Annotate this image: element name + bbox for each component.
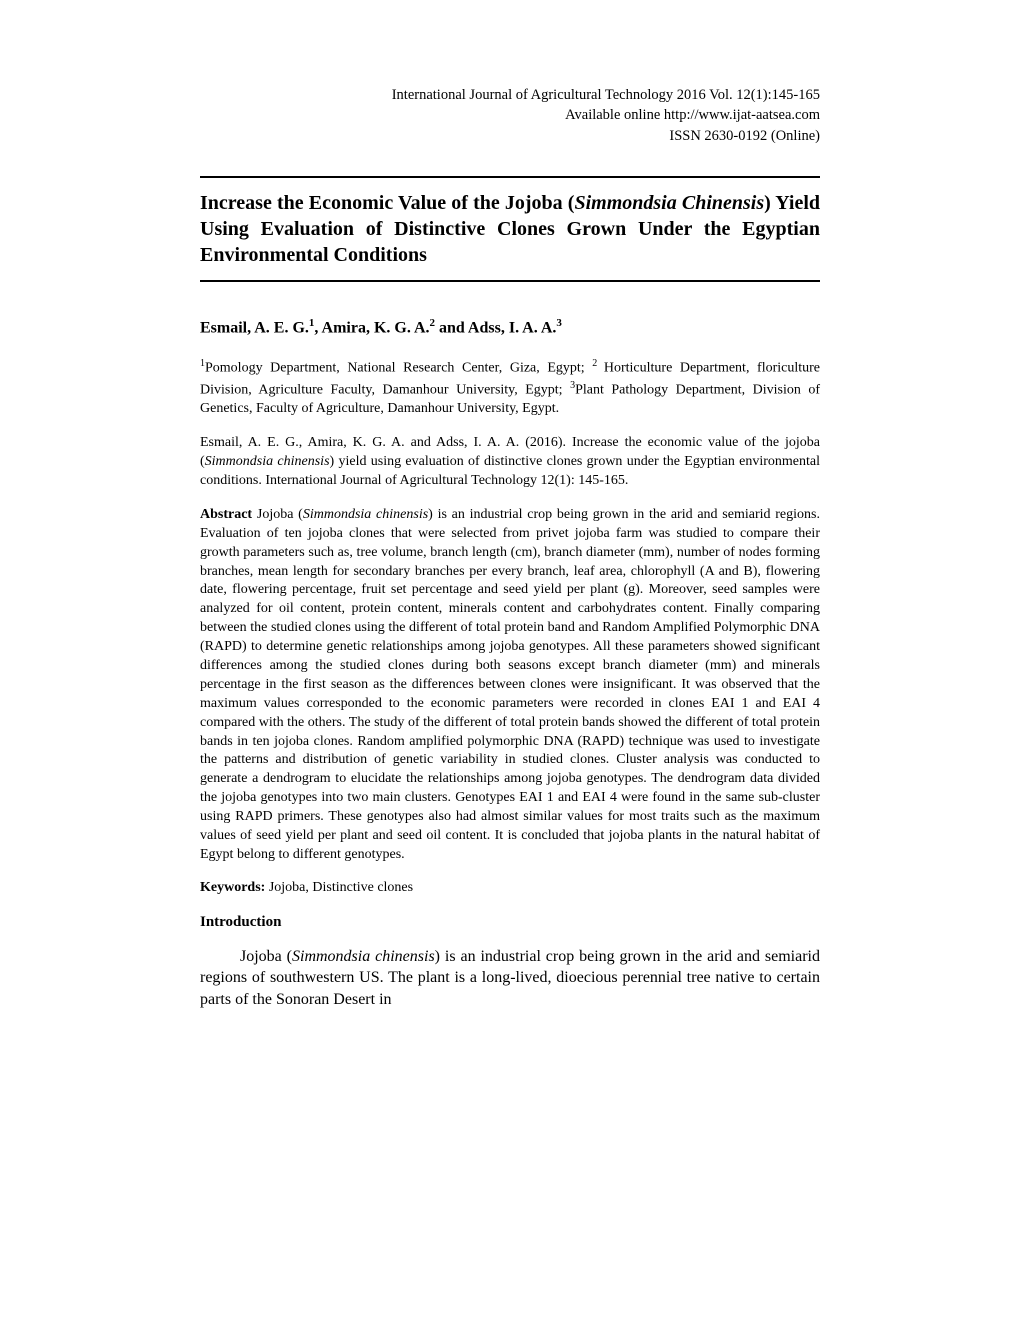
introduction-body: Jojoba (Simmondsia chinensis) is an indu… xyxy=(200,946,820,1011)
author-1: Esmail, A. E. G. xyxy=(200,319,309,336)
citation-italic: Simmondsia chinensis xyxy=(205,454,330,469)
keywords-text: Jojoba, Distinctive clones xyxy=(265,880,413,895)
introduction-heading: Introduction xyxy=(200,914,820,931)
abstract-text2: ) is an industrial crop being grown in t… xyxy=(200,507,820,862)
article-title: Increase the Economic Value of the Jojob… xyxy=(200,190,820,268)
journal-online: Available online http://www.ijat-aatsea.… xyxy=(200,105,820,125)
title-section: Increase the Economic Value of the Jojob… xyxy=(200,176,820,282)
journal-header: International Journal of Agricultural Te… xyxy=(200,85,820,146)
journal-issn: ISSN 2630-0192 (Online) xyxy=(200,126,820,146)
affil-sup-2: 2 xyxy=(592,358,604,369)
author-sup-3: 3 xyxy=(556,317,562,329)
abstract-text1: Jojoba ( xyxy=(252,507,303,522)
intro-italic: Simmondsia chinensis xyxy=(292,948,435,965)
abstract-italic1: Simmondsia chinensis xyxy=(303,507,428,522)
journal-name: International Journal of Agricultural Te… xyxy=(200,85,820,105)
affil-1: Pomology Department, National Research C… xyxy=(205,361,592,376)
author-3: and Adss, I. A. A. xyxy=(435,319,556,336)
authors: Esmail, A. E. G.1, Amira, K. G. A.2 and … xyxy=(200,317,820,337)
citation: Esmail, A. E. G., Amira, K. G. A. and Ad… xyxy=(200,434,820,491)
intro-text1: Jojoba ( xyxy=(240,948,292,965)
affiliations: 1Pomology Department, National Research … xyxy=(200,357,820,419)
title-italic: Simmondsia Chinensis xyxy=(574,192,764,214)
abstract-label: Abstract xyxy=(200,507,252,522)
abstract: Abstract Jojoba (Simmondsia chinensis) i… xyxy=(200,506,820,865)
author-2: , Amira, K. G. A. xyxy=(314,319,429,336)
keywords-label: Keywords: xyxy=(200,880,265,895)
title-part1: Increase the Economic Value of the Jojob… xyxy=(200,192,574,214)
keywords: Keywords: Jojoba, Distinctive clones xyxy=(200,880,820,896)
